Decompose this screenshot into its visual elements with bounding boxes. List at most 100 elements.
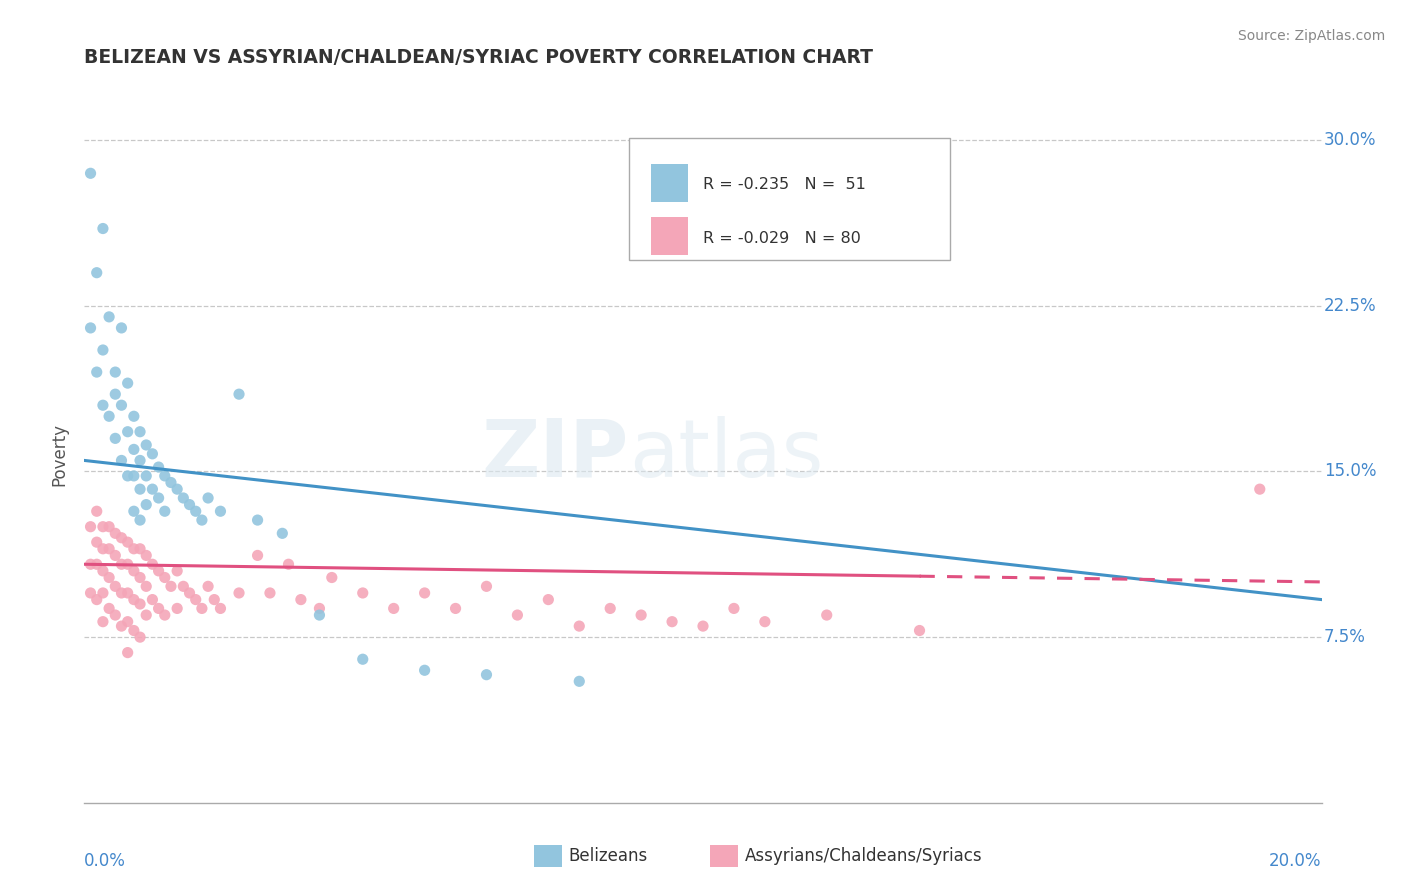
Bar xyxy=(651,217,688,255)
Point xyxy=(91,615,114,629)
Point xyxy=(148,460,170,475)
Point xyxy=(129,453,152,467)
Point xyxy=(191,513,214,527)
Point xyxy=(110,531,132,545)
Point xyxy=(184,504,207,518)
Point xyxy=(98,409,121,424)
Point xyxy=(79,558,101,572)
Point xyxy=(908,624,931,638)
Point xyxy=(98,570,121,584)
Point xyxy=(117,425,139,439)
Point xyxy=(91,398,114,412)
Point xyxy=(117,558,139,572)
Point xyxy=(228,586,250,600)
Point xyxy=(202,592,225,607)
Point xyxy=(308,601,330,615)
Point xyxy=(91,221,114,235)
Point xyxy=(122,504,145,518)
Point xyxy=(166,601,188,615)
Point xyxy=(117,615,139,629)
Point xyxy=(209,601,232,615)
Point xyxy=(104,549,127,563)
Point xyxy=(148,491,170,505)
Point xyxy=(104,365,127,379)
Point xyxy=(172,579,194,593)
Point xyxy=(321,570,343,584)
Point xyxy=(79,321,101,335)
Point xyxy=(475,667,498,681)
Point xyxy=(122,592,145,607)
Point xyxy=(271,526,294,541)
Point xyxy=(110,619,132,633)
Point xyxy=(110,586,132,600)
Point xyxy=(179,586,201,600)
Point xyxy=(308,608,330,623)
Point xyxy=(599,601,621,615)
Text: 30.0%: 30.0% xyxy=(1324,131,1376,149)
Point xyxy=(246,549,269,563)
Point xyxy=(754,615,776,629)
Point xyxy=(166,482,188,496)
Point xyxy=(129,541,152,556)
Point xyxy=(122,409,145,424)
Text: Source: ZipAtlas.com: Source: ZipAtlas.com xyxy=(1237,29,1385,43)
Point xyxy=(141,558,163,572)
Point xyxy=(444,601,467,615)
Point xyxy=(153,504,176,518)
Point xyxy=(135,469,157,483)
Point xyxy=(104,431,127,445)
Point xyxy=(277,558,299,572)
Point xyxy=(568,619,591,633)
Point xyxy=(153,469,176,483)
Point xyxy=(537,592,560,607)
Point xyxy=(352,652,374,666)
Point xyxy=(91,541,114,556)
Point xyxy=(91,586,114,600)
Text: 15.0%: 15.0% xyxy=(1324,462,1376,481)
Point xyxy=(413,663,436,677)
Point xyxy=(79,519,101,533)
Point xyxy=(117,646,139,660)
Point xyxy=(141,482,163,496)
Point xyxy=(246,513,269,527)
Point xyxy=(290,592,312,607)
Point xyxy=(141,447,163,461)
Point xyxy=(91,564,114,578)
Point xyxy=(91,343,114,357)
Point xyxy=(104,526,127,541)
Text: R = -0.029   N = 80: R = -0.029 N = 80 xyxy=(703,231,860,245)
Bar xyxy=(651,163,688,202)
Point xyxy=(110,453,132,467)
Point xyxy=(117,376,139,391)
Text: Belizeans: Belizeans xyxy=(568,847,647,865)
Point xyxy=(160,475,183,490)
Point xyxy=(122,541,145,556)
Point xyxy=(153,570,176,584)
Point xyxy=(79,586,101,600)
Point xyxy=(110,398,132,412)
Text: ZIP: ZIP xyxy=(481,416,628,494)
Point xyxy=(86,558,108,572)
Point xyxy=(129,630,152,644)
Point xyxy=(166,564,188,578)
Point xyxy=(160,579,183,593)
Point xyxy=(209,504,232,518)
Point xyxy=(135,608,157,623)
Point xyxy=(197,579,219,593)
Point xyxy=(122,564,145,578)
Point xyxy=(86,504,108,518)
Point xyxy=(104,387,127,401)
FancyBboxPatch shape xyxy=(628,138,950,260)
Point xyxy=(172,491,194,505)
Point xyxy=(117,586,139,600)
Text: 7.5%: 7.5% xyxy=(1324,628,1367,646)
Point xyxy=(135,498,157,512)
Text: atlas: atlas xyxy=(628,416,823,494)
Point xyxy=(117,535,139,549)
Point xyxy=(506,608,529,623)
Point xyxy=(129,513,152,527)
Point xyxy=(135,549,157,563)
Point xyxy=(129,425,152,439)
Point xyxy=(413,586,436,600)
Point xyxy=(661,615,683,629)
